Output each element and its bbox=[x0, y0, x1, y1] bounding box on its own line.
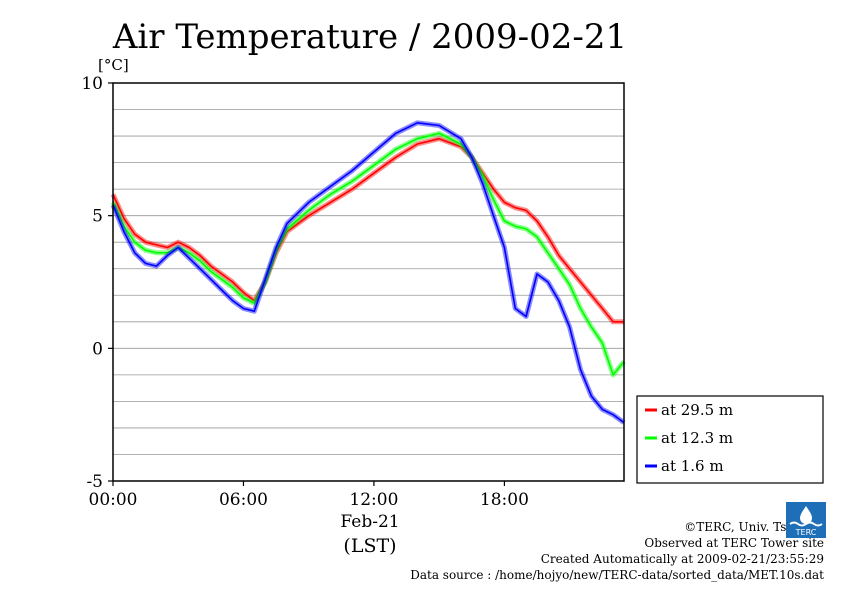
series-line-at-1-6-m bbox=[112, 122, 625, 424]
copyright-text: ©TERC, Univ. Tsukuba bbox=[684, 520, 824, 534]
series-line-at-29-5-m bbox=[112, 137, 624, 323]
observed-text: Observed at TERC Tower site bbox=[644, 536, 824, 550]
legend-label-at-12-3-m: at 12.3 m bbox=[661, 429, 733, 447]
credits-block: ©TERC, Univ. Tsukuba Observed at TERC To… bbox=[410, 519, 824, 583]
x-axis-date-label: Feb-21 bbox=[340, 512, 399, 532]
legend: at 29.5 m at 12.3 m at 1.6 m bbox=[636, 395, 824, 484]
x-tick-label: 12:00 bbox=[349, 490, 398, 510]
plot-frame bbox=[112, 82, 625, 482]
x-tick-label: 00:00 bbox=[89, 490, 138, 510]
source-text: Data source : /home/hojyo/new/TERC-data/… bbox=[410, 568, 824, 582]
legend-label-at-29-5-m: at 29.5 m bbox=[661, 401, 733, 419]
legend-box bbox=[636, 395, 824, 484]
created-text: Created Automatically at 2009-02-21/23:5… bbox=[540, 552, 824, 566]
y-axis-unit: [°C] bbox=[98, 56, 129, 74]
terc-logo-icon: TERC bbox=[786, 502, 826, 538]
logo-text: TERC bbox=[795, 528, 817, 537]
x-axis-timezone-label: (LST) bbox=[343, 535, 396, 557]
axis-ticks: 10 5 0 -500:00 06:00 12:00 18:00 bbox=[81, 74, 529, 510]
y-tick-label: 0 bbox=[92, 339, 103, 359]
series-line-at-12-3-m bbox=[112, 132, 625, 376]
y-tick-label: -5 bbox=[86, 472, 103, 492]
y-tick-label: 10 bbox=[81, 74, 103, 94]
x-tick-label: 18:00 bbox=[480, 490, 529, 510]
legend-label-at-1-6-m: at 1.6 m bbox=[661, 457, 724, 475]
grid-lines bbox=[113, 109, 624, 455]
series-layer bbox=[110, 120, 626, 425]
x-tick-label: 06:00 bbox=[219, 490, 268, 510]
y-tick-label: 5 bbox=[92, 207, 103, 227]
chart-title: Air Temperature / 2009-02-21 bbox=[112, 17, 627, 57]
